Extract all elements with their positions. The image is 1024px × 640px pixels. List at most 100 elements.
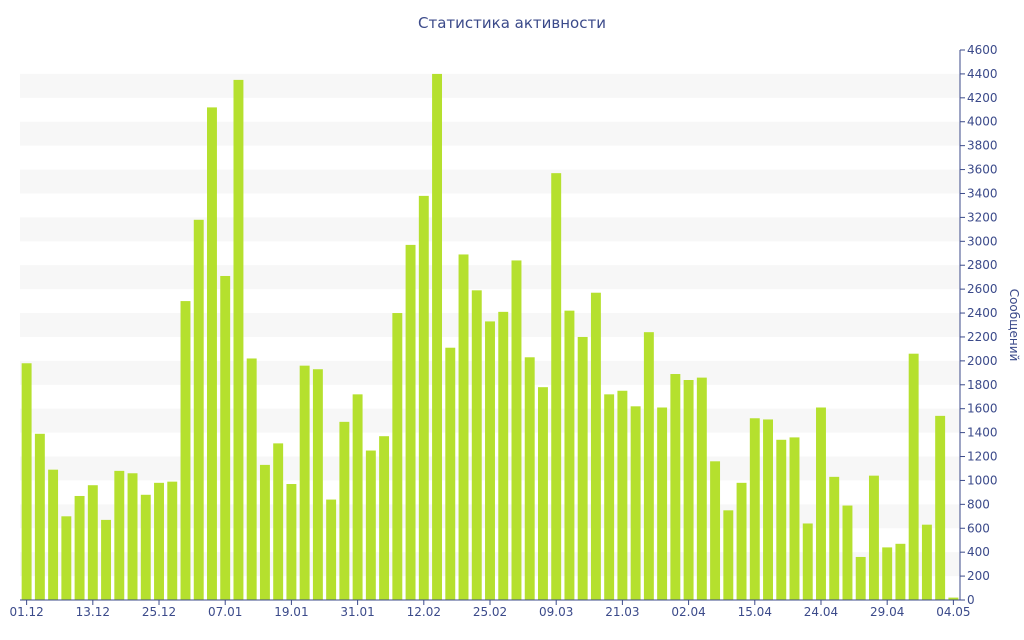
x-tick-label: 31.01 [340,605,374,619]
y-tick-label: 2800 [967,258,998,272]
bar [657,407,668,600]
chart-title: Статистика активности [418,14,606,32]
bar [418,195,429,600]
y-tick-label: 2200 [967,330,998,344]
bar [220,275,231,600]
bar [723,510,734,600]
bar [696,377,707,600]
bar [246,358,257,600]
bar [604,394,615,600]
x-axis-ticks: 01.12 13.12 25.12 07.01 19.01 31.01 12.02 25.02… [9,600,971,619]
x-tick-label: 13.12 [76,605,110,619]
bar [670,374,681,600]
grid-band [20,121,960,146]
bar [312,369,323,600]
bar [590,292,601,600]
x-tick-label: 15.04 [738,605,772,619]
x-tick-label: 25.02 [473,605,507,619]
bar [339,421,350,600]
bar [193,219,204,601]
bar [498,311,509,600]
x-tick-label: 01.12 [9,605,43,619]
bar [524,357,535,600]
bars [21,73,959,601]
bar [87,485,98,600]
y-tick-label: 3400 [967,186,998,200]
bar [948,597,959,600]
bar [921,524,932,600]
grid-band [20,217,960,242]
y-axis-ticks: 0 200 400 600 800 1000 1200 1400 1600 1800 2000 220… [960,43,998,607]
y-tick-label: 200 [967,569,990,583]
bar [352,394,363,600]
grid-band [20,169,960,194]
bar [551,173,562,601]
grid-band [20,73,960,98]
y-tick-label: 3600 [967,163,998,177]
x-tick-label: 12.02 [407,605,441,619]
y-tick-label: 1000 [967,473,998,487]
x-tick-label: 07.01 [208,605,242,619]
bar [471,290,482,600]
bar [445,347,456,600]
bar [789,437,800,600]
bar [432,73,443,601]
bar [802,523,813,600]
y-tick-label: 1400 [967,426,998,440]
bar [114,470,125,600]
y-tick-label: 2000 [967,354,998,368]
y-tick-label: 3200 [967,210,998,224]
y-tick-label: 4000 [967,115,998,129]
x-tick-label: 29.04 [870,605,904,619]
bar [392,313,403,600]
y-tick-label: 3800 [967,139,998,153]
bar [537,387,548,600]
x-tick-label: 09.03 [539,605,573,619]
bar [154,482,164,600]
y-tick-label: 1600 [967,402,998,416]
bar [167,481,178,600]
y-tick-label: 600 [967,521,990,535]
bar [101,519,112,600]
bar [21,363,32,600]
bar [180,301,191,600]
bar [511,260,522,600]
bar [763,419,773,600]
bar [34,433,45,600]
bar [273,443,284,600]
bar [48,469,59,600]
bar [405,244,416,601]
grid-band [20,265,960,290]
bar [299,365,310,600]
y-axis-title: Сообщений [1007,289,1021,362]
x-tick-label: 21.03 [605,605,639,619]
x-tick-label: 19.01 [274,605,308,619]
bar [577,336,588,600]
y-tick-label: 2400 [967,306,998,320]
bar [458,254,469,600]
y-tick-label: 4600 [967,43,998,57]
bar [74,495,85,600]
bar [233,79,244,601]
bar [485,321,495,600]
bar [842,505,853,600]
y-tick-label: 2600 [967,282,998,296]
bar [816,407,826,600]
bar [207,107,217,601]
bar [868,475,879,600]
x-tick-label: 24.04 [804,605,838,619]
bar [564,310,575,600]
y-tick-label: 4400 [967,67,998,81]
bar [61,516,72,600]
bar [908,353,919,600]
bar [935,415,946,600]
x-tick-label: 02.04 [671,605,705,619]
x-tick-label: 04.05 [936,605,970,619]
bar [127,473,138,600]
bar [776,439,787,600]
bar [829,476,840,600]
bar [326,499,337,600]
y-tick-label: 0 [967,593,975,607]
bar [365,450,376,600]
